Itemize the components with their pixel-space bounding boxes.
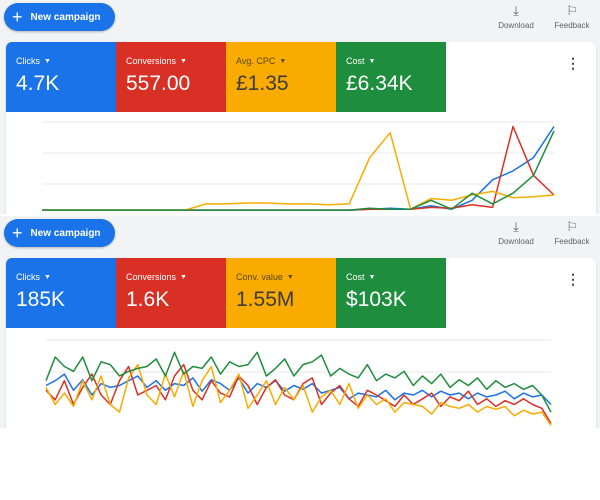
- feedback-button[interactable]: ⚐ Feedback: [546, 219, 598, 247]
- caret-down-icon: ▼: [286, 273, 294, 281]
- feedback-icon: ⚐: [566, 219, 578, 234]
- metric-tile-avg-cpc[interactable]: Avg. CPC ▼ £1.35: [226, 42, 336, 112]
- campaign-panel-1: + New campaign ⤓ Download ⚐ Feedback Cli…: [0, 0, 600, 214]
- new-campaign-label: New campaign: [30, 227, 101, 239]
- series-line-1: [42, 125, 555, 211]
- metric-tile-conversions[interactable]: Conversions ▼ 1.6K: [116, 258, 226, 328]
- metric-value: 4.7K: [16, 72, 60, 95]
- caret-down-icon: ▼: [180, 57, 187, 65]
- more-options-icon[interactable]: ⋮: [566, 271, 580, 287]
- feedback-icon: ⚐: [566, 3, 578, 18]
- metric-label: Conv. value: [236, 272, 283, 282]
- metric-value: 1.6K: [126, 288, 170, 311]
- download-icon: ⤓: [513, 219, 519, 234]
- metric-label: Clicks: [16, 272, 40, 282]
- series-line-0: [42, 126, 555, 211]
- performance-card: Clicks ▼ 185K Conversions ▼ 1.6K Conv. val…: [6, 258, 596, 428]
- metric-value: 557.00: [126, 72, 191, 95]
- performance-chart: [45, 339, 552, 426]
- metric-tile-clicks[interactable]: Clicks ▼ 185K: [6, 258, 116, 328]
- caret-down-icon: ▼: [368, 273, 376, 281]
- download-button[interactable]: ⤓ Download: [490, 3, 542, 31]
- series-line-3: [42, 130, 555, 211]
- campaign-panel-2: + New campaign ⤓ Download ⚐ Feedback Cli…: [0, 216, 600, 428]
- feedback-button[interactable]: ⚐ Feedback: [546, 3, 598, 31]
- series-line-2: [45, 363, 552, 426]
- metric-label: Cost: [346, 272, 365, 282]
- performance-chart: [42, 121, 555, 211]
- metric-label: Clicks: [16, 56, 40, 66]
- plus-icon: +: [12, 7, 23, 27]
- new-campaign-button[interactable]: + New campaign: [4, 3, 115, 31]
- new-campaign-button[interactable]: + New campaign: [4, 219, 115, 247]
- metric-value: £6.34K: [346, 72, 413, 95]
- metric-tile-conv-value[interactable]: Conv. value ▼ 1.55M: [226, 258, 336, 328]
- metric-value: 185K: [16, 288, 66, 311]
- plus-icon: +: [12, 223, 23, 243]
- metric-tile-conversions[interactable]: Conversions ▼ 557.00: [116, 42, 226, 112]
- feedback-label: Feedback: [554, 21, 590, 30]
- metric-tiles: Clicks ▼ 4.7K Conversions ▼ 557.00 Avg. CP…: [6, 42, 446, 112]
- metric-label: Avg. CPC: [236, 56, 276, 66]
- feedback-label: Feedback: [554, 237, 590, 246]
- download-label: Download: [498, 237, 534, 246]
- metric-label: Conversions: [126, 56, 177, 66]
- caret-down-icon: ▼: [44, 273, 51, 281]
- caret-down-icon: ▼: [44, 57, 51, 65]
- metric-value: $103K: [346, 288, 407, 311]
- metric-value: £1.35: [236, 72, 289, 95]
- series-line-3: [45, 351, 552, 413]
- metric-label: Conversions: [126, 272, 177, 282]
- caret-down-icon: ▼: [279, 57, 287, 65]
- metric-label: Cost: [346, 56, 365, 66]
- caret-down-icon: ▼: [368, 57, 376, 65]
- more-options-icon[interactable]: ⋮: [566, 55, 580, 71]
- series-line-2: [42, 131, 555, 211]
- metric-tiles: Clicks ▼ 185K Conversions ▼ 1.6K Conv. val…: [6, 258, 446, 328]
- performance-card: Clicks ▼ 4.7K Conversions ▼ 557.00 Avg. CP…: [6, 42, 596, 214]
- series-line-0: [45, 373, 552, 406]
- download-icon: ⤓: [513, 3, 519, 18]
- new-campaign-label: New campaign: [30, 11, 101, 23]
- metric-tile-clicks[interactable]: Clicks ▼ 4.7K: [6, 42, 116, 112]
- caret-down-icon: ▼: [180, 273, 187, 281]
- metric-tile-cost[interactable]: Cost ▼ $103K: [336, 258, 446, 328]
- metric-tile-cost[interactable]: Cost ▼ £6.34K: [336, 42, 446, 112]
- download-label: Download: [498, 21, 534, 30]
- metric-value: 1.55M: [236, 288, 295, 311]
- download-button[interactable]: ⤓ Download: [490, 219, 542, 247]
